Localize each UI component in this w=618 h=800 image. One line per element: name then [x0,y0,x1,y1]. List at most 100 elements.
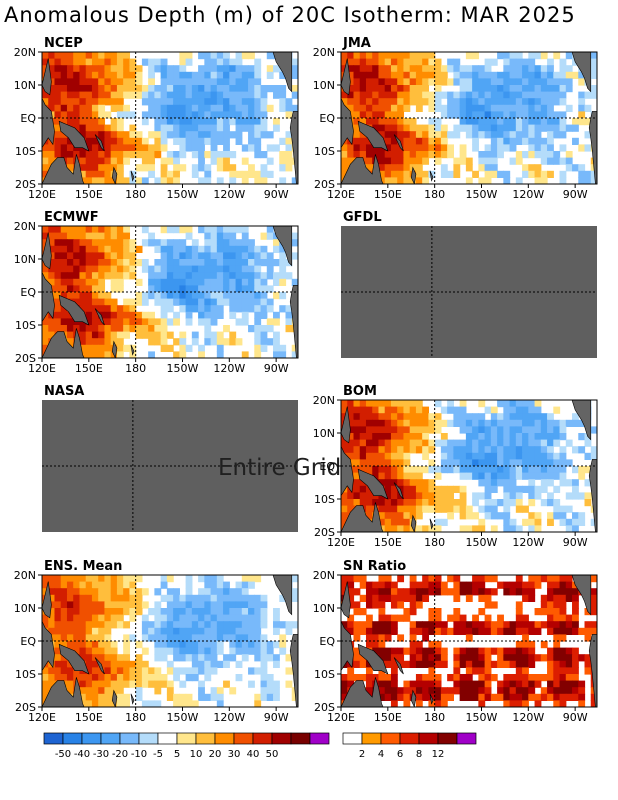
land-mass [42,58,52,96]
land-mass [42,581,52,619]
land-mass [341,446,354,497]
y-tick-label: 10N [14,79,36,92]
field-cells [42,226,298,358]
land-mass [42,272,55,323]
land-mass [42,232,52,270]
x-tick-label: 180 [125,362,146,375]
land-mass [393,134,404,152]
land-mass [111,689,118,707]
x-tick-label: 180 [424,188,445,201]
legend-label: 30 [228,749,241,760]
page-title: Anomalous Depth (m) of 20C Isotherm: MAR… [4,3,576,27]
legend-label: -10 [131,749,147,760]
x-tick-label: 120E [327,188,355,201]
y-tick-label: 10N [14,602,36,615]
x-tick-label: 150W [466,711,498,724]
land-mass [58,294,90,326]
y-tick-label: 10S [15,319,36,332]
land-mass [58,643,90,675]
y-tick-label: 20S [314,178,335,191]
legend-swatch [380,732,401,745]
y-tick-label: EQ [20,286,36,299]
legend-swatch [100,732,121,745]
land-mass [130,693,135,705]
panel-title: ECMWF [44,210,99,225]
y-tick-label: 10S [15,668,36,681]
land-mass [588,111,597,184]
anomaly-colorbar: -50 -40 -30 -20 -10 -5 5 10 20 30 40 50 [43,732,330,760]
land-mass [289,634,298,707]
legend-label: -50 [55,749,71,760]
land-mass [429,518,434,530]
y-tick-label: 10S [314,493,335,506]
x-tick-label: 150E [75,711,103,724]
x-tick-label: 120E [327,711,355,724]
x-tick-label: 120W [213,362,245,375]
legend-label: 2 [359,749,365,760]
legend-swatch [176,732,197,745]
y-tick-label: 20N [14,220,36,233]
y-tick-label: 20S [15,178,36,191]
panel-title: BOM [343,384,377,399]
panel-title: GFDL [343,210,382,225]
legend-label: -20 [112,749,128,760]
land-mass [341,677,384,707]
legend-label: 4 [378,749,384,760]
panel-sn-ratio: SN Ratio 120E 150E 180 150W 120W 90W 20N 10N EQ 10… [313,559,598,724]
legend-swatch [418,732,439,745]
y-tick-label: 20S [314,701,335,714]
land-mass [341,154,384,184]
legend-swatch [157,732,178,745]
legend-swatch [361,732,382,745]
land-mass [410,514,417,532]
legend-swatch [62,732,83,745]
x-tick-label: 120W [512,188,544,201]
x-tick-label: 180 [424,711,445,724]
legend-label: 6 [397,749,403,760]
panel-ens-mean: ENS. Mean 120E 150E 180 150W 120W 90W 20N 10N EQ 1… [14,559,299,724]
x-tick-label: 120W [512,711,544,724]
x-tick-label: 150E [75,188,103,201]
legend-label: 40 [247,749,260,760]
legend-label: 20 [209,749,222,760]
land-mass [272,575,293,616]
land-mass [272,226,293,267]
legend-label: 8 [416,749,422,760]
y-tick-label: 20N [14,46,36,59]
x-tick-label: 150E [75,362,103,375]
y-tick-label: EQ [20,112,36,125]
land-mass [94,134,105,152]
x-tick-label: 90W [264,188,289,201]
land-mass [94,308,105,326]
land-mass [42,621,55,672]
y-tick-label: 10N [313,602,335,615]
x-tick-label: 180 [424,536,445,549]
land-mass [571,52,592,93]
land-mass [272,52,293,93]
legend-swatch [233,732,254,745]
panel-title: JMA [342,36,371,51]
x-tick-label: 90W [264,362,289,375]
x-tick-label: 150W [167,188,199,201]
panel-title: NASA [44,384,84,399]
panel-jma: JMA 120E 150E 180 150W 120W 90W 20N 10N EQ 10S 20S [313,36,598,201]
x-tick-label: 150E [374,536,402,549]
field-cells [341,400,597,532]
land-mass [571,400,592,441]
x-tick-label: 180 [125,188,146,201]
land-mass [341,502,384,532]
land-mass [393,482,404,500]
land-mass [429,170,434,182]
x-tick-label: 150E [374,711,402,724]
land-mass [588,634,597,707]
legend-swatch [437,732,458,745]
x-tick-label: 120W [512,536,544,549]
legend-label: -30 [93,749,109,760]
land-mass [357,468,389,500]
land-mass [289,111,298,184]
x-tick-label: 120E [28,188,56,201]
land-mass [130,344,135,356]
land-mass [357,643,389,675]
y-tick-label: 10S [15,145,36,158]
y-tick-label: 20N [313,569,335,582]
